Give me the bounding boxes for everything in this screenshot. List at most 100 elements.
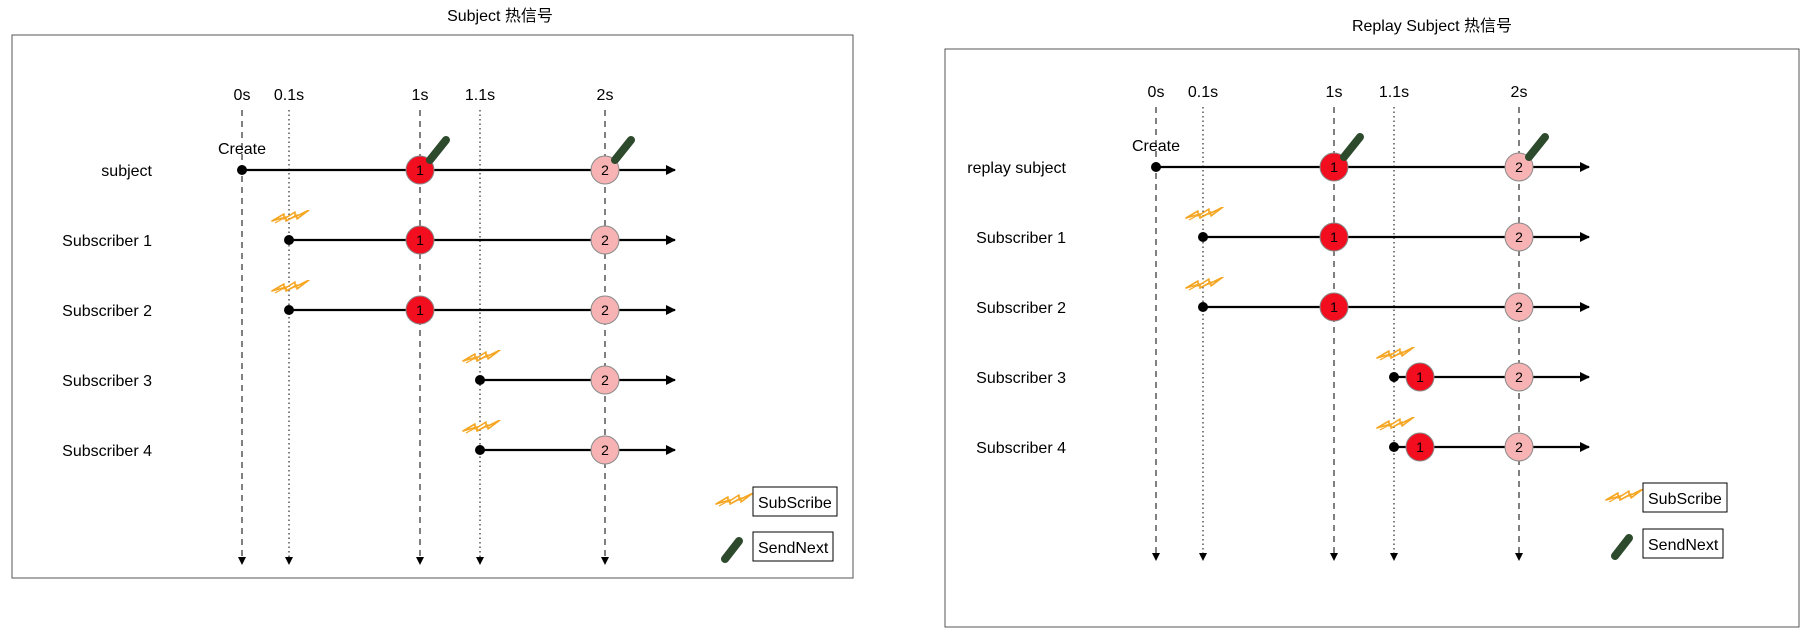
time-tick-label: 0s [234, 87, 251, 104]
send-next-icon [721, 537, 743, 563]
send-next-icon [1611, 534, 1633, 560]
timeline-row: Subscriber 2 1 2 [976, 277, 1590, 322]
start-dot [475, 445, 485, 455]
send-next-icon [426, 136, 450, 164]
value-marble [1504, 362, 1534, 392]
timeline-row: Subscriber 4 1 2 [976, 417, 1590, 462]
legend: SubScribe SendNext [1605, 482, 1728, 560]
start-dot [1198, 232, 1208, 242]
row-label: Subscriber 4 [62, 443, 152, 460]
time-tick-label: 2s [597, 87, 614, 104]
lightning-icon [462, 350, 501, 364]
value-marble [1319, 292, 1349, 322]
row-label: replay subject [967, 160, 1066, 177]
time-tick-label: 0.1s [274, 87, 304, 104]
start-dot [1198, 302, 1208, 312]
legend-send-next-box [752, 531, 834, 562]
row-label: Subscriber 2 [976, 300, 1066, 317]
start-dot [1389, 372, 1399, 382]
timeline-row: Subscriber 2 1 2 [62, 280, 676, 325]
time-tick-label: 2s [1511, 84, 1528, 101]
create-label: Create [1132, 138, 1180, 155]
legend-subscribe-label: SubScribe [758, 495, 832, 512]
value-marble-label: 1 [1416, 439, 1424, 455]
diagram-title: Subject 热信号 [447, 7, 553, 25]
start-dot [284, 305, 294, 315]
diagram-frame [944, 48, 1800, 628]
lightning-icon [462, 420, 501, 434]
value-marble [1405, 432, 1435, 462]
lightning-icon [1605, 489, 1644, 503]
lightning-icon [1185, 277, 1224, 291]
value-marble-label: 2 [601, 372, 609, 388]
value-marble [405, 155, 435, 185]
row-label: Subscriber 3 [976, 370, 1066, 387]
lightning-icon [1376, 347, 1415, 361]
lightning-icon [271, 280, 310, 294]
lightning-icon [715, 493, 754, 507]
value-marble-label: 2 [1515, 369, 1523, 385]
value-marble-label: 2 [601, 162, 609, 178]
value-marble [405, 225, 435, 255]
start-dot [237, 165, 247, 175]
diagram-title: Replay Subject 热信号 [1352, 17, 1512, 35]
row-label: Subscriber 1 [62, 233, 152, 250]
row-label: subject [101, 163, 152, 180]
timeline-row: Subscriber 3 2 [62, 350, 676, 395]
legend: SubScribe SendNext [715, 486, 838, 563]
value-marble [590, 155, 620, 185]
value-marble-label: 2 [601, 232, 609, 248]
value-marble [590, 365, 620, 395]
time-tick-label: 1s [412, 87, 429, 104]
timeline-row: replay subject 1 2 [967, 133, 1590, 182]
start-dot [475, 375, 485, 385]
value-marble-label: 2 [601, 442, 609, 458]
send-next-icon [611, 136, 635, 164]
value-marble [1504, 292, 1534, 322]
value-marble [1504, 432, 1534, 462]
legend-subscribe-box [1642, 482, 1728, 513]
value-marble [405, 295, 435, 325]
timeline-row: Subscriber 1 1 2 [62, 210, 676, 255]
value-marble-label: 2 [1515, 439, 1523, 455]
value-marble-label: 1 [1330, 299, 1338, 315]
lightning-icon [271, 210, 310, 224]
value-marble [1504, 222, 1534, 252]
time-tick-label: 0.1s [1188, 84, 1218, 101]
time-tick-label: 1.1s [1379, 84, 1409, 101]
send-next-icon [1340, 133, 1364, 161]
timeline-row: subject 1 2 [101, 136, 676, 185]
subject-diagram: Subject 热信号 0s 0.1s 1s 1.1s 2s Create subject 1 2… [11, 7, 854, 579]
legend-send-next-label: SendNext [1648, 537, 1719, 554]
row-label: Subscriber 2 [62, 303, 152, 320]
legend-send-next-box [1642, 528, 1724, 559]
time-tick-label: 1.1s [465, 87, 495, 104]
row-label: Subscriber 1 [976, 230, 1066, 247]
value-marble-label: 1 [1330, 159, 1338, 175]
value-marble [590, 435, 620, 465]
legend-subscribe-box [752, 486, 838, 517]
diagram-frame [11, 34, 854, 579]
legend-send-next-label: SendNext [758, 540, 829, 557]
value-marble-label: 2 [1515, 159, 1523, 175]
start-dot [1389, 442, 1399, 452]
value-marble [1319, 152, 1349, 182]
time-tick-label: 1s [1326, 84, 1343, 101]
value-marble-label: 1 [416, 232, 424, 248]
value-marble-label: 1 [1416, 369, 1424, 385]
value-marble-label: 1 [1330, 229, 1338, 245]
value-marble [1504, 152, 1534, 182]
time-tick-label: 0s [1148, 84, 1165, 101]
value-marble [590, 295, 620, 325]
lightning-icon [1185, 207, 1224, 221]
value-marble-label: 2 [601, 302, 609, 318]
lightning-icon [1376, 417, 1415, 431]
timeline-row: Subscriber 3 1 2 [976, 347, 1590, 392]
timeline-row: Subscriber 1 1 2 [976, 207, 1590, 252]
value-marble-label: 1 [416, 302, 424, 318]
value-marble-label: 1 [416, 162, 424, 178]
start-dot [1151, 162, 1161, 172]
row-label: Subscriber 3 [62, 373, 152, 390]
